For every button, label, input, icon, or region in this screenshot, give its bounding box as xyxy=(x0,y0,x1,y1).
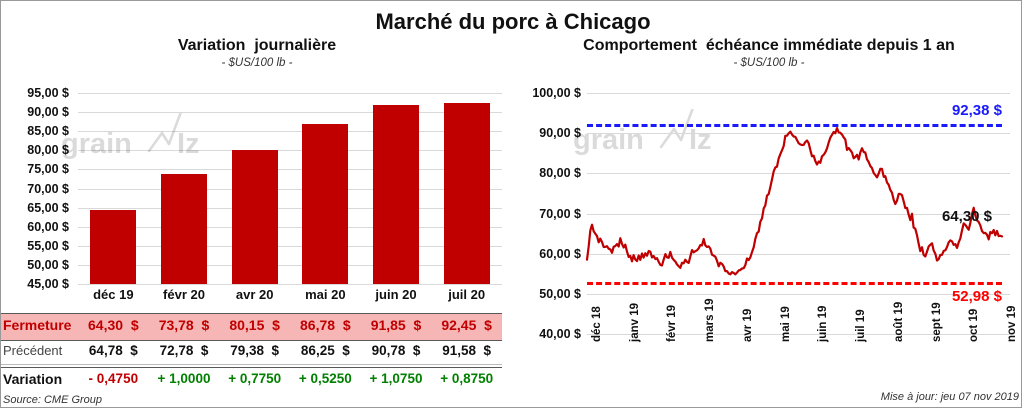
svg-text:Iz: Iz xyxy=(177,128,200,160)
svg-text:grain: grain xyxy=(61,128,132,160)
